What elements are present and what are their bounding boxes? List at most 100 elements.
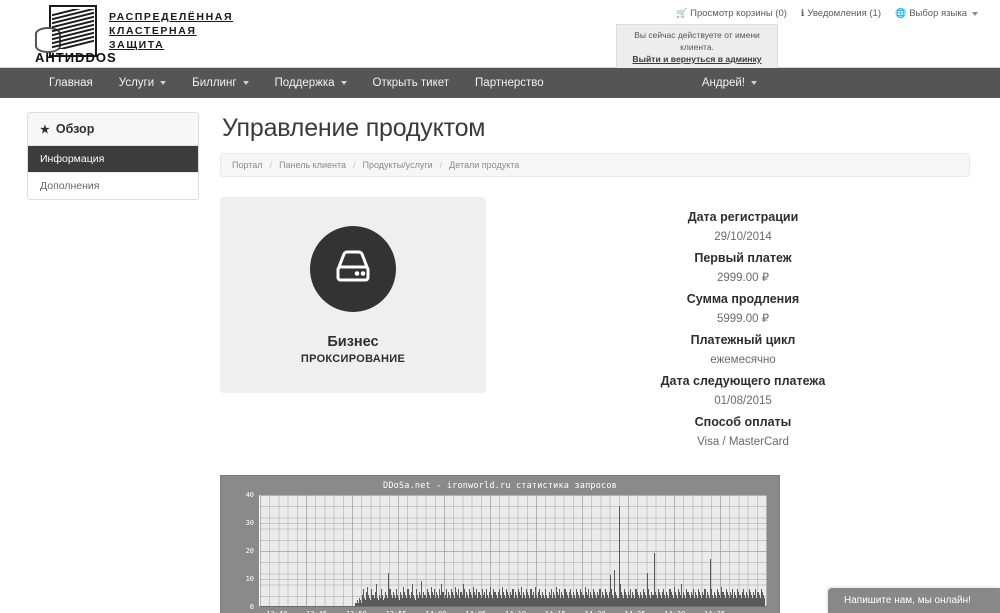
- info-icon: ℹ: [800, 8, 805, 18]
- nav-item-support-label: Поддержка: [274, 77, 335, 89]
- breadcrumb-item-client-panel[interactable]: Панель клиента: [279, 160, 346, 170]
- nav-item-support[interactable]: Поддержка: [262, 68, 360, 98]
- chart-plot-ironworld: [259, 495, 767, 607]
- product-type: ПРОКСИРОВАНИЕ: [300, 352, 406, 365]
- sidebar-item-addons[interactable]: Дополнения: [28, 173, 198, 199]
- chart-yticks-ironworld: 0 10 20 30 40: [237, 491, 257, 611]
- chart-xtick: 14:10: [505, 610, 526, 613]
- nav-item-home-label: Главная: [49, 77, 93, 89]
- notifications-label: Уведомления (1): [807, 8, 881, 19]
- main-navbar: Главная Услуги Биллинг Поддержка Открыть…: [0, 68, 1000, 98]
- language-selector[interactable]: 🌐 Выбор языка: [895, 8, 978, 19]
- nav-item-home[interactable]: Главная: [36, 68, 106, 98]
- logo-stack-icon: [52, 9, 94, 49]
- logo-tagline-line-2: КЛАСТЕРНАЯ: [109, 25, 197, 37]
- sidebar-heading: ★ Обзор: [28, 113, 198, 146]
- detail-value-next-payment-date: 01/08/2015: [714, 395, 772, 407]
- live-chat-label: Напишите нам, мы онлайн!: [844, 595, 971, 606]
- nav-item-open-ticket[interactable]: Открыть тикет: [360, 68, 463, 98]
- notifications-link[interactable]: ℹ Уведомления (1): [801, 8, 881, 19]
- nav-user-area: Андрей!: [689, 68, 770, 98]
- detail-label-first-payment: Первый платеж: [694, 251, 792, 265]
- chart-xtick: 14:15: [545, 610, 566, 613]
- view-cart-link[interactable]: 🛒 Просмотр корзины (0): [676, 8, 787, 19]
- chart-frame-ironworld: DDoSa.net - ironworld.ru статистика запр…: [220, 475, 780, 613]
- view-cart-label: Просмотр корзины (0): [690, 8, 787, 19]
- nav-item-partnership-label: Партнерство: [475, 77, 544, 89]
- breadcrumb-separator: /: [269, 160, 273, 170]
- detail-value-renewal-amount: 5999.00 ₽: [716, 313, 770, 325]
- chart-xtick: 14:25: [624, 610, 645, 613]
- product-summary-row: Бизнес ПРОКСИРОВАНИЕ Дата регистрации 29…: [220, 197, 970, 453]
- exit-impersonation-link[interactable]: Выйти и вернуться в админку: [632, 54, 762, 64]
- chart-ytick: 20: [245, 547, 254, 555]
- sidebar-item-information[interactable]: Информация: [28, 146, 198, 173]
- site-logo[interactable]: АНТИDDOS РАСПРЕДЕЛЁННАЯ КЛАСТЕРНАЯ ЗАЩИТ…: [35, 5, 233, 65]
- live-chat-widget[interactable]: Напишите нам, мы онлайн!: [828, 588, 1000, 613]
- breadcrumb-item-portal[interactable]: Портал: [232, 160, 263, 170]
- page-title: Управление продуктом: [222, 114, 486, 142]
- chart-ytick: 0: [249, 603, 254, 611]
- nav-item-open-ticket-label: Открыть тикет: [372, 77, 450, 89]
- chevron-down-icon: [160, 81, 167, 85]
- top-utility-links: 🛒 Просмотр корзины (0) ℹ Уведомления (1)…: [676, 8, 978, 19]
- chart-xtick: 14:30: [664, 610, 685, 613]
- nav-item-services[interactable]: Услуги: [106, 68, 179, 98]
- breadcrumb-separator: /: [439, 160, 443, 170]
- nav-item-billing[interactable]: Биллинг: [179, 68, 261, 98]
- chevron-down-icon: [242, 81, 249, 85]
- language-selector-label: Выбор языка: [909, 8, 967, 19]
- sidebar-heading-label: Обзор: [55, 122, 95, 136]
- chart-xtick: 13:50: [346, 610, 367, 613]
- detail-label-renewal-amount: Сумма продления: [686, 292, 800, 306]
- product-name: Бизнес: [327, 333, 379, 350]
- chevron-down-icon: [972, 11, 978, 16]
- user-menu[interactable]: Андрей!: [689, 68, 770, 98]
- chart-ytick: 40: [245, 491, 254, 499]
- sidebar-item-information-label: Информация: [40, 153, 105, 165]
- nav-items: Главная Услуги Биллинг Поддержка Открыть…: [36, 68, 557, 98]
- breadcrumb-item-product-details: Детали продукта: [449, 160, 520, 170]
- main-content: Управление продуктом Портал / Панель кли…: [220, 112, 970, 613]
- chart-block-ironworld: DDoSa.net - ironworld.ru статистика запр…: [220, 475, 970, 613]
- chart-xtick: 14:35: [704, 610, 725, 613]
- detail-value-billing-cycle: ежемесячно: [710, 354, 776, 366]
- chevron-down-icon: [751, 81, 757, 85]
- nav-item-partnership[interactable]: Партнерство: [462, 68, 557, 98]
- product-details-list: Дата регистрации 29/10/2014 Первый плате…: [516, 197, 970, 453]
- chart-series-ironworld: [260, 495, 767, 606]
- detail-label-next-payment-date: Дата следующего платежа: [660, 374, 826, 388]
- chart-xtick: 14:00: [425, 610, 446, 613]
- product-card: Бизнес ПРОКСИРОВАНИЕ: [220, 197, 486, 393]
- chart-xtick: 14:05: [465, 610, 486, 613]
- user-menu-label: Андрей!: [701, 77, 745, 89]
- detail-value-first-payment: 2999.00 ₽: [716, 272, 770, 284]
- impersonation-message: Вы сейчас действуете от имени клиента.: [634, 30, 760, 52]
- page-body: ★ Обзор Информация Дополнения Управление…: [0, 98, 1000, 613]
- logo-mark: АНТИDDOS: [35, 5, 116, 65]
- breadcrumb-separator: /: [353, 160, 356, 170]
- logo-brand-text: АНТИDDOS: [35, 50, 117, 65]
- sidebar: ★ Обзор Информация Дополнения: [27, 112, 199, 200]
- globe-icon: 🌐: [894, 8, 907, 18]
- breadcrumb-item-products-services[interactable]: Продукты/услуги: [362, 160, 433, 170]
- logo-tagline-line-3: ЗАЩИТА: [109, 39, 165, 51]
- nav-item-services-label: Услуги: [118, 77, 155, 89]
- logo-tagline-line-1: РАСПРЕДЕЛЁННАЯ: [109, 11, 234, 23]
- chart-ytick: 10: [245, 575, 254, 583]
- chart-title-ironworld: DDoSa.net - ironworld.ru статистика запр…: [383, 481, 617, 491]
- chart-ytick: 30: [245, 519, 254, 527]
- chart-xticks-ironworld: 13:40 13:45 13:50 13:55 14:00 14:05 14:10 14:15…: [259, 608, 767, 613]
- detail-label-billing-cycle: Платежный цикл: [690, 333, 796, 347]
- detail-value-payment-method: Visa / MasterCard: [697, 436, 789, 448]
- top-header: АНТИDDOS РАСПРЕДЕЛЁННАЯ КЛАСТЕРНАЯ ЗАЩИТ…: [0, 0, 1000, 71]
- detail-label-registration-date: Дата регистрации: [687, 210, 799, 224]
- detail-label-payment-method: Способ оплаты: [694, 415, 792, 429]
- chart-xtick: 14:20: [585, 610, 606, 613]
- sidebar-item-addons-label: Дополнения: [40, 180, 100, 192]
- chart-xtick: 13:40: [266, 610, 287, 613]
- server-drive-icon: [336, 250, 370, 281]
- impersonation-notice: Вы сейчас действуете от имени клиента. В…: [616, 24, 778, 71]
- logo-tagline: РАСПРЕДЕЛЁННАЯ КЛАСТЕРНАЯ ЗАЩИТА: [109, 10, 233, 52]
